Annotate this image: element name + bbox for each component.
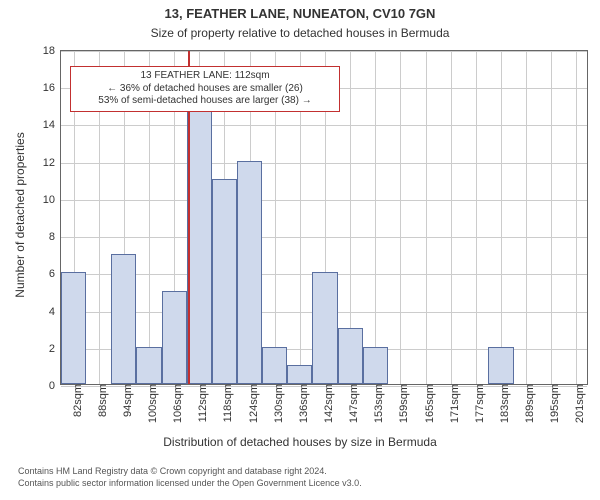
gridline-v <box>426 51 427 384</box>
x-tick-label: 142sqm <box>319 384 335 423</box>
histogram-bar <box>363 347 388 384</box>
annotation-line: 53% of semi-detached houses are larger (… <box>77 95 333 108</box>
x-tick-label: 106sqm <box>168 384 184 423</box>
y-tick-label: 12 <box>43 157 61 169</box>
histogram-bar <box>212 179 237 384</box>
histogram-bar <box>111 254 136 384</box>
annotation-line: 13 FEATHER LANE: 112sqm <box>77 70 333 83</box>
x-tick-label: 201sqm <box>570 384 586 423</box>
x-tick-label: 189sqm <box>520 384 536 423</box>
x-tick-label: 165sqm <box>420 384 436 423</box>
histogram-bar <box>61 272 86 384</box>
x-tick-label: 124sqm <box>244 384 260 423</box>
gridline-v <box>375 51 376 384</box>
gridline-h <box>61 125 587 126</box>
gridline-h <box>61 237 587 238</box>
gridline-h <box>61 163 587 164</box>
gridline-h <box>61 51 587 52</box>
gridline-v <box>501 51 502 384</box>
gridline-v <box>400 51 401 384</box>
histogram-bar <box>136 347 161 384</box>
y-tick-label: 2 <box>49 343 61 355</box>
x-tick-label: 112sqm <box>193 384 209 422</box>
x-tick-label: 82sqm <box>68 384 84 417</box>
x-tick-label: 147sqm <box>344 384 360 423</box>
y-tick-label: 18 <box>43 45 61 57</box>
y-tick-label: 8 <box>49 231 61 243</box>
histogram-bar <box>262 347 287 384</box>
gridline-v <box>451 51 452 384</box>
x-tick-label: 195sqm <box>545 384 561 423</box>
y-tick-label: 14 <box>43 119 61 131</box>
y-axis-label: Number of detached properties <box>13 65 27 365</box>
y-tick-label: 16 <box>43 82 61 94</box>
footer-attribution: Contains HM Land Registry data © Crown c… <box>18 466 362 489</box>
y-tick-label: 10 <box>43 194 61 206</box>
gridline-v <box>476 51 477 384</box>
x-tick-label: 88sqm <box>93 384 109 417</box>
footer-line-2: Contains public sector information licen… <box>18 478 362 490</box>
histogram-bar <box>162 291 187 384</box>
x-tick-label: 153sqm <box>369 384 385 423</box>
x-tick-label: 177sqm <box>470 384 486 423</box>
histogram-bar <box>488 347 513 384</box>
gridline-v <box>526 51 527 384</box>
y-tick-label: 6 <box>49 268 61 280</box>
x-tick-label: 183sqm <box>495 384 511 423</box>
annotation-line: ← 36% of detached houses are smaller (26… <box>77 83 333 96</box>
x-tick-label: 159sqm <box>394 384 410 423</box>
histogram-bar <box>187 105 212 384</box>
x-tick-label: 136sqm <box>294 384 310 423</box>
footer-line-1: Contains HM Land Registry data © Crown c… <box>18 466 362 478</box>
x-tick-label: 100sqm <box>143 384 159 423</box>
y-tick-label: 0 <box>49 380 61 392</box>
x-tick-label: 94sqm <box>118 384 134 417</box>
histogram-bar <box>338 328 363 384</box>
y-tick-label: 4 <box>49 306 61 318</box>
annotation-box: 13 FEATHER LANE: 112sqm← 36% of detached… <box>70 66 340 112</box>
chart-subtitle: Size of property relative to detached ho… <box>0 26 600 40</box>
x-tick-label: 171sqm <box>445 384 461 423</box>
x-tick-label: 118sqm <box>218 384 234 422</box>
gridline-h <box>61 200 587 201</box>
histogram-bar <box>287 365 312 384</box>
x-axis-label: Distribution of detached houses by size … <box>0 435 600 449</box>
histogram-bar <box>237 161 262 384</box>
chart-title: 13, FEATHER LANE, NUNEATON, CV10 7GN <box>0 6 600 21</box>
x-tick-label: 130sqm <box>269 384 285 423</box>
histogram-chart: 13, FEATHER LANE, NUNEATON, CV10 7GN Siz… <box>0 0 600 500</box>
gridline-v <box>576 51 577 384</box>
gridline-v <box>551 51 552 384</box>
histogram-bar <box>312 272 337 384</box>
